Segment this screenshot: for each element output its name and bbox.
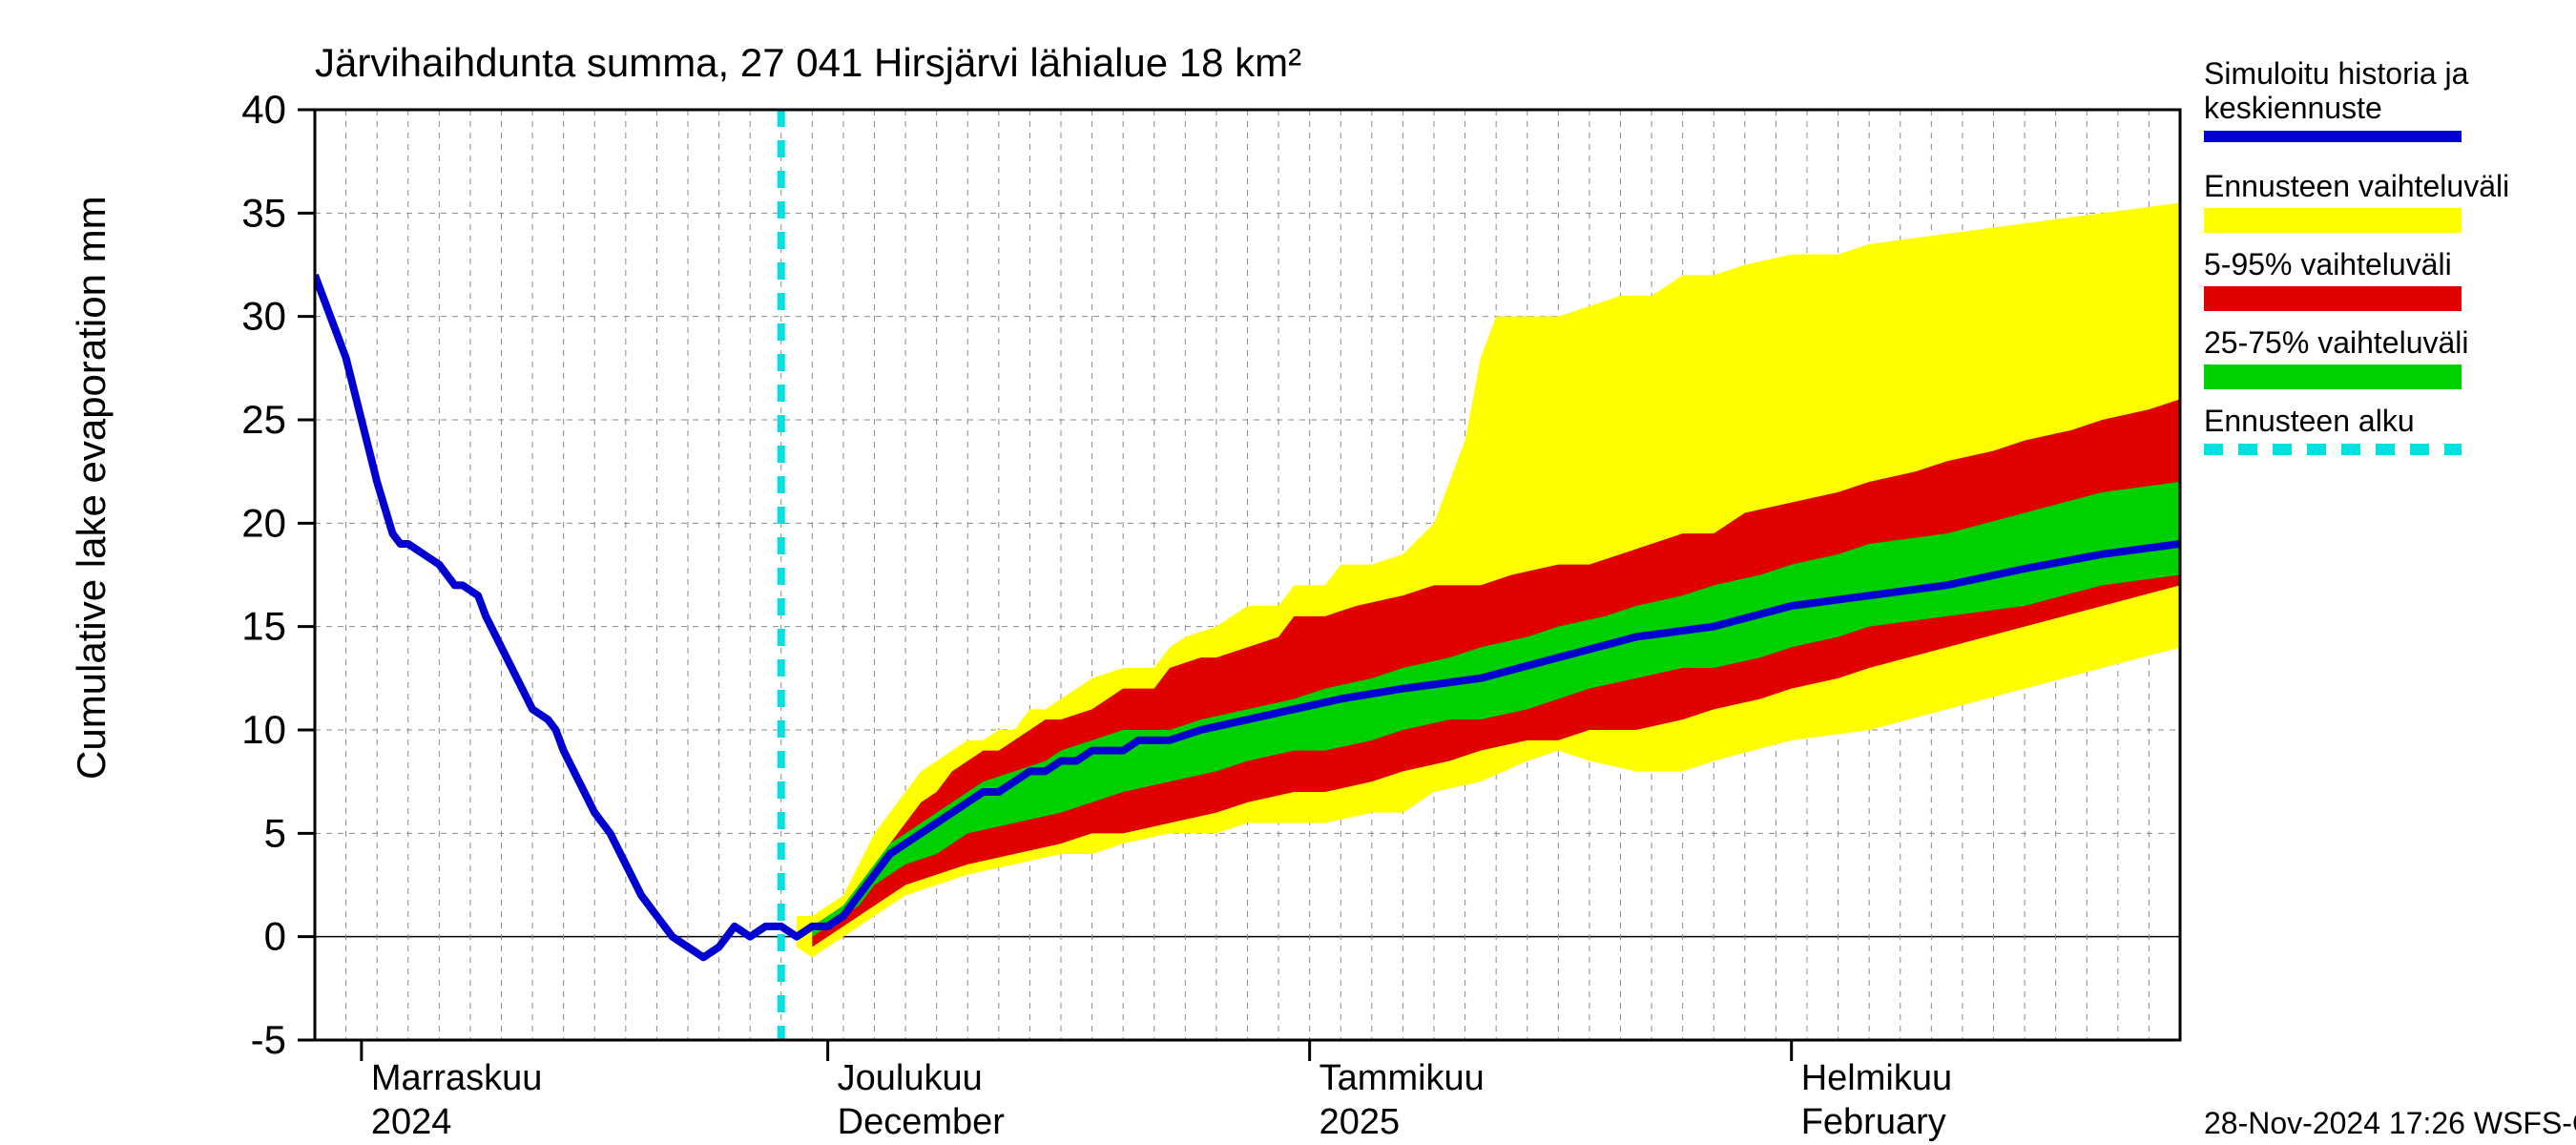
ytick-label: 10 (241, 707, 286, 752)
legend-swatch (2204, 208, 2462, 233)
ytick-label: 20 (241, 500, 286, 545)
legend-label: 25-75% vaihteluväli (2204, 325, 2469, 360)
legend-swatch (2204, 286, 2462, 311)
xtick-label-2: 2024 (371, 1102, 452, 1142)
ytick-label: 35 (241, 190, 286, 235)
ytick-label: 30 (241, 294, 286, 339)
legend-swatch (2204, 364, 2462, 389)
xtick-label-1: Helmikuu (1801, 1058, 1952, 1098)
ytick-label: 5 (264, 810, 286, 855)
legend-label: Ennusteen vaihteluväli (2204, 169, 2509, 203)
footer-text: 28-Nov-2024 17:26 WSFS-O (2204, 1106, 2576, 1140)
ytick-label: -5 (251, 1017, 286, 1062)
legend-label: 5-95% vaihteluväli (2204, 247, 2452, 281)
chart-svg: -50510152025303540Marraskuu2024JoulukuuD… (0, 0, 2576, 1145)
legend-label: Ennusteen alku (2204, 404, 2415, 438)
ytick-label: 40 (241, 87, 286, 132)
ytick-label: 0 (264, 914, 286, 959)
xtick-label-2: February (1801, 1102, 1946, 1142)
ytick-label: 25 (241, 397, 286, 442)
xtick-label-1: Tammikuu (1319, 1058, 1485, 1098)
legend-label: Simuloitu historia ja (2204, 56, 2469, 91)
legend-label: keskiennuste (2204, 91, 2382, 125)
xtick-label-2: December (838, 1102, 1006, 1142)
ytick-label: 15 (241, 604, 286, 649)
xtick-label-1: Marraskuu (371, 1058, 543, 1098)
y-axis-label: Cumulative lake evaporation mm (69, 196, 114, 780)
xtick-label-2: 2025 (1319, 1102, 1401, 1142)
chart-title: Järvihaihdunta summa, 27 041 Hirsjärvi l… (315, 40, 1301, 85)
xtick-label-1: Joulukuu (838, 1058, 983, 1098)
